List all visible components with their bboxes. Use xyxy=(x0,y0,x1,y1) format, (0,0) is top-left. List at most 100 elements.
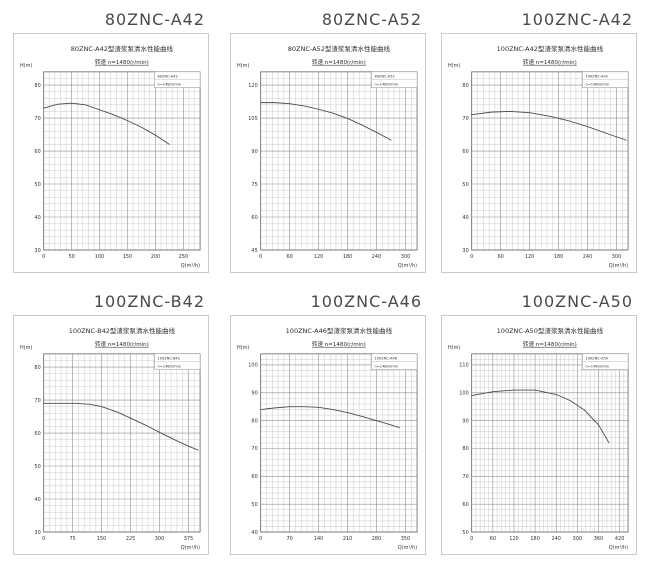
y-tick-label: 40 xyxy=(34,497,40,503)
legend-model-text: 80ZNC-A42 xyxy=(158,74,178,78)
x-tick-label: 100 xyxy=(95,254,104,260)
x-tick-label: 120 xyxy=(314,254,323,260)
y-tick-label: 80 xyxy=(34,365,40,371)
pump-curve-svg: 100ZNC-A50型渣浆泵清水性能曲线 转速 n=1480(r/min) H(… xyxy=(448,326,629,551)
x-tick-label: 0 xyxy=(42,254,45,260)
chart-speed-label: 转速 n=1480(r/min) xyxy=(312,58,366,66)
chart-speed-label: 转速 n=1480(r/min) xyxy=(95,340,149,348)
y-tick-label: 70 xyxy=(462,474,468,480)
x-tick-label: 70 xyxy=(287,536,293,542)
y-tick-label: 60 xyxy=(251,474,257,480)
x-tick-label: 350 xyxy=(401,536,410,542)
x-axis-label: Q(m³/h) xyxy=(398,545,417,551)
plot-frame xyxy=(260,71,418,251)
x-tick-label: 180 xyxy=(554,254,563,260)
plot-frame xyxy=(260,353,418,533)
x-tick-label: 180 xyxy=(343,254,352,260)
y-tick-label: 60 xyxy=(34,149,40,155)
pump-curve-svg: 100ZNC-A46型渣浆泵清水性能曲线 转速 n=1480(r/min) H(… xyxy=(237,326,418,551)
x-tick-label: 150 xyxy=(97,536,106,542)
y-tick-label: 100 xyxy=(248,363,257,369)
x-tick-label: 300 xyxy=(155,536,164,542)
plot-frame xyxy=(471,353,629,533)
performance-curve xyxy=(471,389,610,444)
pump-curve-svg: 100ZNC-A42型渣浆泵清水性能曲线 转速 n=1480(r/min) H(… xyxy=(448,44,629,269)
legend-speed-text: n=1480r/min xyxy=(158,364,182,368)
performance-chart: 100ZNC-A42型渣浆泵清水性能曲线 转速 n=1480(r/min) H(… xyxy=(441,33,637,273)
performance-curve xyxy=(260,406,400,429)
legend-box: 80ZNC-A42 n=1480r/min xyxy=(154,71,201,88)
x-tick-label: 240 xyxy=(552,536,561,542)
y-tick-label: 50 xyxy=(462,182,468,188)
performance-curve xyxy=(43,402,199,451)
y-axis-label: H(m) xyxy=(20,63,32,69)
legend-model-text: 100ZNC-A50 xyxy=(586,356,609,360)
legend-box: 80ZNC-A52 n=1480r/min xyxy=(371,71,418,88)
y-tick-label: 60 xyxy=(462,149,468,155)
performance-chart: 80ZNC-A52型渣浆泵清水性能曲线 转速 n=1480(r/min) H(m… xyxy=(230,33,426,273)
grid-minor-lines xyxy=(260,353,418,532)
legend-speed-text: n=1480r/min xyxy=(375,82,399,86)
legend-speed-text: n=1480r/min xyxy=(586,364,610,368)
performance-chart: 80ZNC-A42型渣浆泵清水性能曲线 转速 n=1480(r/min) H(m… xyxy=(13,33,209,273)
legend-speed-text: n=1480r/min xyxy=(586,82,610,86)
x-tick-label: 240 xyxy=(372,254,381,260)
y-tick-label: 30 xyxy=(34,248,40,254)
y-tick-label: 50 xyxy=(34,464,40,470)
x-tick-label: 60 xyxy=(490,536,496,542)
legend-speed-text: n=1480r/min xyxy=(375,364,399,368)
x-tick-label: 60 xyxy=(498,254,504,260)
plot-frame xyxy=(471,71,629,251)
pump-curve-svg: 80ZNC-A52型渣浆泵清水性能曲线 转速 n=1480(r/min) H(m… xyxy=(237,44,418,269)
chart-panel-100znc-b42: 100ZNC-B42 100ZNC-B42型渣浆泵清水性能曲线 转速 n=148… xyxy=(13,288,209,555)
y-axis-label: H(m) xyxy=(448,63,460,69)
y-tick-label: 90 xyxy=(251,391,257,397)
x-tick-label: 240 xyxy=(583,254,592,260)
y-tick-label: 40 xyxy=(462,215,468,221)
x-tick-label: 60 xyxy=(287,254,293,260)
plot-frame xyxy=(43,353,201,533)
legend-model-text: 80ZNC-A52 xyxy=(375,74,395,78)
x-tick-label: 50 xyxy=(68,254,74,260)
x-tick-label: 300 xyxy=(401,254,410,260)
x-tick-label: 280 xyxy=(372,536,381,542)
y-tick-label: 70 xyxy=(462,116,468,122)
x-axis-label: Q(m³/h) xyxy=(181,263,200,269)
y-tick-label: 40 xyxy=(251,530,257,536)
y-tick-label: 50 xyxy=(34,182,40,188)
y-tick-label: 80 xyxy=(251,418,257,424)
pump-curve-svg: 100ZNC-B42型渣浆泵清水性能曲线 转速 n=1480(r/min) H(… xyxy=(20,326,201,551)
y-tick-label: 70 xyxy=(251,446,257,452)
y-tick-label: 60 xyxy=(462,502,468,508)
legend-model-text: 100ZNC-B42 xyxy=(158,356,180,360)
x-axis-label: Q(m³/h) xyxy=(398,263,417,269)
chart-inner-title: 80ZNC-A42型渣浆泵清水性能曲线 xyxy=(71,44,174,53)
y-tick-label: 50 xyxy=(462,530,468,536)
chart-panel-100znc-a50: 100ZNC-A50 100ZNC-A50型渣浆泵清水性能曲线 转速 n=148… xyxy=(441,288,637,555)
chart-speed-label: 转速 n=1480(r/min) xyxy=(523,58,577,66)
y-tick-label: 70 xyxy=(34,398,40,404)
x-tick-label: 0 xyxy=(259,254,262,260)
y-tick-label: 60 xyxy=(251,215,257,221)
grid-major-lines xyxy=(471,71,629,251)
performance-chart: 100ZNC-A50型渣浆泵清水性能曲线 转速 n=1480(r/min) H(… xyxy=(441,315,637,555)
x-tick-label: 375 xyxy=(184,536,193,542)
legend-box: 100ZNC-A50 n=1480r/min xyxy=(582,353,629,370)
page-title: 80ZNC-A42 xyxy=(104,10,205,29)
chart-panel-100znc-a42: 100ZNC-A42 100ZNC-A42型渣浆泵清水性能曲线 转速 n=148… xyxy=(441,6,637,273)
y-tick-label: 110 xyxy=(459,363,468,369)
y-tick-label: 105 xyxy=(248,116,257,122)
chart-inner-title: 100ZNC-A50型渣浆泵清水性能曲线 xyxy=(497,326,604,335)
y-tick-label: 70 xyxy=(34,116,40,122)
chart-inner-title: 100ZNC-A46型渣浆泵清水性能曲线 xyxy=(286,326,393,335)
y-tick-label: 60 xyxy=(34,431,40,437)
x-tick-label: 225 xyxy=(126,536,135,542)
chart-inner-title: 100ZNC-B42型渣浆泵清水性能曲线 xyxy=(69,326,176,335)
chart-speed-label: 转速 n=1480(r/min) xyxy=(523,340,577,348)
y-tick-label: 90 xyxy=(251,149,257,155)
grid-minor-lines xyxy=(43,353,201,532)
pump-curve-svg: 80ZNC-A42型渣浆泵清水性能曲线 转速 n=1480(r/min) H(m… xyxy=(20,44,201,269)
x-tick-label: 420 xyxy=(615,536,624,542)
legend-box: 100ZNC-A46 n=1480r/min xyxy=(371,353,418,370)
